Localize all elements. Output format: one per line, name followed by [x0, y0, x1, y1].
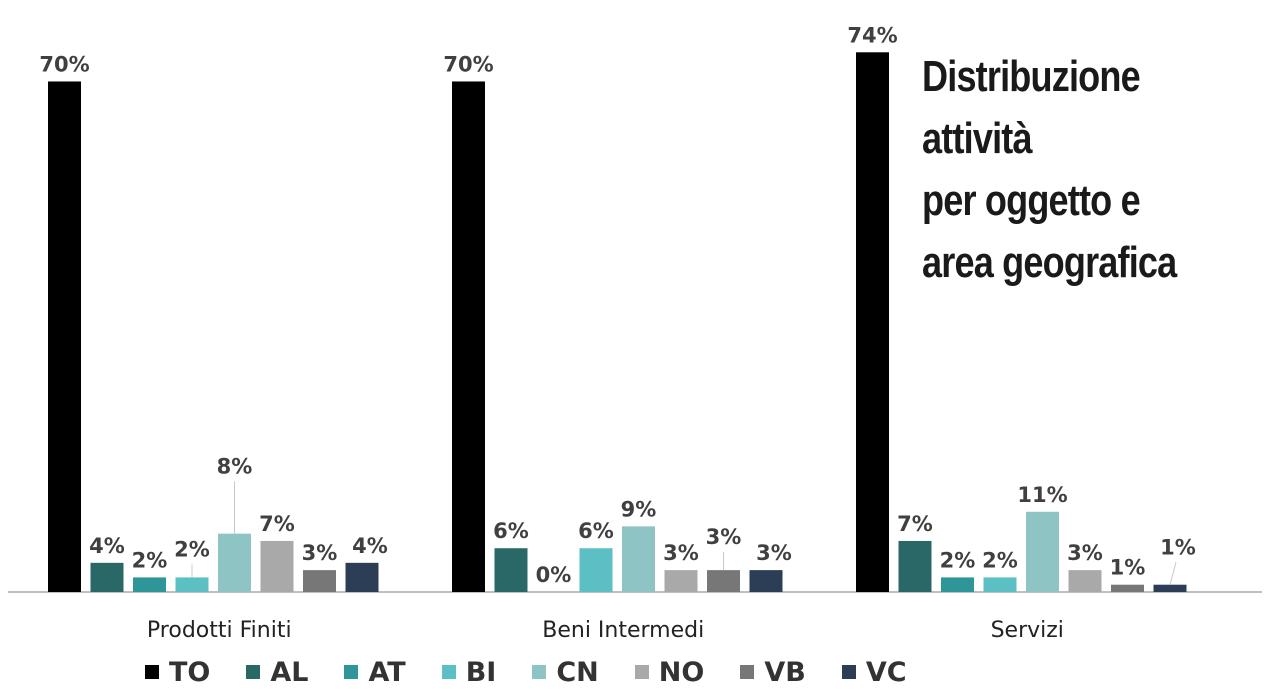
legend-swatch-CN — [532, 665, 547, 679]
legend-swatch-BI — [441, 665, 456, 679]
data-label-AT-2: 2% — [940, 548, 976, 572]
legend-label-VB: VB — [764, 656, 806, 688]
legend-label-VC: VC — [865, 656, 907, 688]
data-label-BI-0: 2% — [174, 537, 210, 561]
legend-swatch-VB — [740, 665, 755, 679]
bar-CN-0 — [218, 533, 251, 592]
category-label-2: Servizi — [991, 618, 1064, 643]
bar-AL-1 — [494, 548, 528, 592]
data-label-VB-2: 1% — [1110, 556, 1146, 580]
data-label-AL-0: 4% — [89, 534, 125, 558]
data-label-VC-1: 3% — [756, 541, 792, 565]
title-line-1: Distribuzione — [922, 52, 1141, 101]
legend-item-CN: CN — [532, 656, 599, 688]
legend-label-AT: AT — [368, 656, 406, 688]
title-line-2: attività — [922, 114, 1033, 163]
bar-NO-1 — [664, 570, 698, 592]
legend-swatch-AT — [344, 665, 359, 679]
chart-title: Distribuzione attività per oggetto e are… — [922, 46, 1201, 294]
legend-swatch-AL — [246, 665, 261, 679]
bar-VB-0 — [303, 570, 336, 592]
bar-NO-0 — [260, 540, 294, 592]
data-label-VC-0: 4% — [352, 534, 388, 558]
bar-VB-1 — [707, 570, 740, 592]
bar-BI-1 — [579, 548, 613, 592]
legend-item-TO: TO — [145, 657, 210, 688]
legend-label-CN: CN — [556, 656, 599, 688]
bar-AT-2 — [941, 577, 974, 592]
data-label-BI-2: 2% — [982, 548, 1018, 572]
legend-item-AT: AT — [344, 656, 406, 688]
data-label-TO-1: 70% — [443, 52, 493, 76]
bar-VC-0 — [345, 562, 379, 592]
data-label-CN-2: 11% — [1017, 483, 1067, 507]
data-label-AT-0: 2% — [132, 548, 168, 572]
legend-item-BI: BI — [441, 656, 497, 688]
data-label-VC-2: 1% — [1160, 535, 1196, 559]
data-label-VB-0: 3% — [302, 541, 338, 565]
legend-item-NO: NO — [634, 656, 705, 688]
category-label-1: Beni Intermedi — [542, 618, 704, 643]
bar-VC-1 — [749, 570, 783, 592]
data-label-TO-0: 70% — [39, 52, 89, 76]
legend-item-VC: VC — [841, 656, 907, 688]
data-label-AT-1: 0% — [536, 563, 572, 587]
title-line-4: area geografica — [922, 238, 1177, 287]
title-line-3: per oggetto e — [922, 176, 1141, 225]
bar-TO-2 — [856, 52, 889, 592]
legend-item-VB: VB — [740, 656, 806, 688]
legend-swatch-VC — [841, 665, 856, 679]
bar-BI-2 — [983, 577, 1017, 592]
chart-legend: TO AL AT BI CN NO VB VC — [145, 655, 943, 689]
bar-AT-0 — [133, 577, 166, 592]
data-label-CN-1: 9% — [621, 497, 657, 521]
bar-CN-2 — [1026, 511, 1059, 592]
bar-NO-2 — [1068, 570, 1102, 592]
legend-label-BI: BI — [465, 656, 497, 688]
bar-AL-0 — [90, 562, 124, 592]
legend-label-TO: TO — [169, 656, 211, 688]
data-label-VB-1: 3% — [706, 525, 742, 549]
bar-VC-2 — [1153, 584, 1187, 592]
data-label-NO-2: 3% — [1067, 541, 1103, 565]
bar-TO-1 — [452, 81, 485, 592]
data-label-NO-1: 3% — [663, 541, 699, 565]
legend-item-AL: AL — [246, 657, 308, 688]
legend-swatch-NO — [634, 665, 649, 679]
legend-swatch-TO — [145, 665, 159, 679]
data-label-TO-2: 74% — [847, 23, 897, 47]
bar-TO-0 — [48, 81, 81, 592]
legend-label-NO: NO — [658, 656, 705, 688]
bar-AL-2 — [898, 540, 932, 592]
bar-BI-0 — [175, 577, 209, 592]
category-label-0: Prodotti Finiti — [147, 618, 292, 643]
bar-VB-2 — [1111, 584, 1144, 592]
legend-label-AL: AL — [270, 656, 309, 688]
data-label-AL-2: 7% — [897, 512, 933, 536]
data-label-AL-1: 6% — [493, 519, 529, 543]
leader-line-VC-2 — [1169, 562, 1177, 585]
data-label-NO-0: 7% — [259, 512, 295, 536]
bar-CN-1 — [622, 526, 655, 592]
data-label-BI-1: 6% — [578, 519, 614, 543]
data-label-CN-0: 8% — [217, 454, 253, 478]
